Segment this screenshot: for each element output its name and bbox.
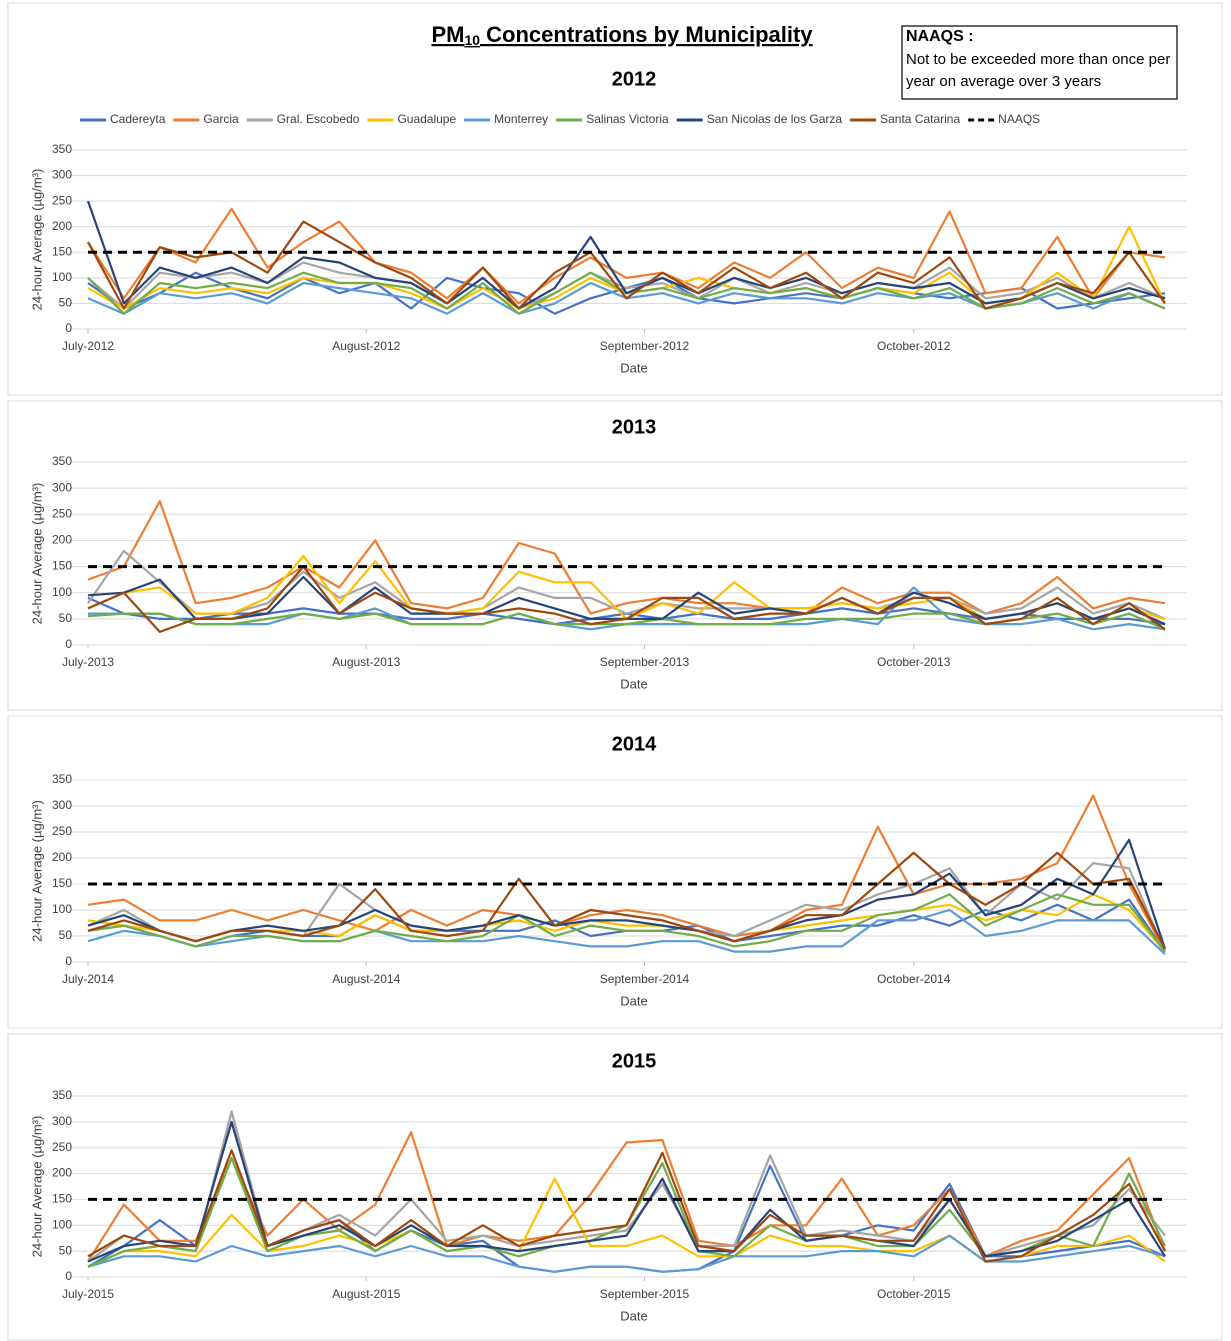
legend-label: Cadereyta	[110, 112, 166, 126]
y-tick-label: 0	[65, 637, 72, 651]
y-tick-label: 200	[52, 850, 72, 864]
x-tick-label: October-2012	[877, 339, 951, 353]
y-tick-label: 100	[52, 1217, 72, 1231]
y-tick-label: 350	[52, 142, 72, 156]
y-tick-label: 250	[52, 824, 72, 838]
x-axis-label: Date	[620, 360, 647, 375]
y-tick-label: 250	[52, 1140, 72, 1154]
y-tick-label: 300	[52, 798, 72, 812]
legend-label: Salinas Victoria	[586, 112, 669, 126]
y-tick-label: 300	[52, 480, 72, 494]
series-line	[87, 549, 1166, 620]
y-tick-label: 150	[52, 1192, 72, 1206]
series-line	[87, 207, 1166, 305]
x-tick-label: August-2014	[332, 972, 400, 986]
y-tick-label: 150	[52, 559, 72, 573]
x-tick-label: October-2015	[877, 1287, 951, 1301]
series-line	[87, 220, 1166, 310]
y-tick-label: 0	[65, 1269, 72, 1283]
legend-label: Santa Catarina	[880, 112, 960, 126]
x-tick-label: August-2012	[332, 339, 400, 353]
y-tick-label: 100	[52, 902, 72, 916]
legend-label: Garcia	[203, 112, 239, 126]
legend-label: NAAQS	[998, 112, 1040, 126]
y-tick-label: 250	[52, 506, 72, 520]
x-tick-label: August-2013	[332, 655, 400, 669]
y-tick-label: 200	[52, 219, 72, 233]
series-line	[87, 838, 1167, 950]
legend-label: Guadalupe	[397, 112, 456, 126]
chart-title: 2013	[612, 416, 657, 438]
x-tick-label: October-2014	[877, 972, 951, 986]
note-line: Not to be exceeded more than once per	[906, 51, 1170, 68]
x-tick-label: October-2013	[877, 655, 951, 669]
series-line	[87, 565, 1166, 633]
x-tick-label: July-2015	[62, 1287, 114, 1301]
legend-label: Gral. Escobedo	[277, 112, 360, 126]
y-tick-label: 100	[52, 270, 72, 284]
legend-label: Monterrey	[494, 112, 548, 126]
y-axis-label: 24-hour Average (µg/m³)	[29, 483, 44, 625]
series-line	[87, 1149, 1166, 1263]
y-tick-label: 50	[59, 296, 73, 310]
x-axis-label: Date	[620, 993, 647, 1008]
series-line	[87, 794, 1166, 953]
chart-title: 2015	[612, 1050, 657, 1072]
chart-title: 2014	[612, 733, 657, 755]
series-line	[87, 851, 1166, 950]
y-tick-label: 100	[52, 585, 72, 599]
note-line: year on average over 3 years	[906, 73, 1101, 90]
y-tick-label: 300	[52, 168, 72, 182]
title-subscript: 10	[464, 32, 480, 48]
x-tick-label: September-2015	[600, 1287, 690, 1301]
panel-border	[7, 1033, 1223, 1341]
y-tick-label: 250	[52, 193, 72, 207]
y-tick-label: 50	[59, 928, 73, 942]
y-axis-label: 24-hour Average (µg/m³)	[29, 1116, 44, 1258]
x-tick-label: August-2015	[332, 1287, 400, 1301]
x-tick-label: September-2012	[600, 339, 690, 353]
panel-border	[7, 715, 1223, 1029]
chart-title: 2012	[612, 68, 657, 90]
legend-label: San Nicolas de los Garza	[707, 112, 843, 126]
note-box	[901, 25, 1178, 100]
x-tick-label: September-2014	[600, 972, 690, 986]
x-tick-label: September-2013	[600, 655, 690, 669]
panel-border	[7, 2, 1223, 396]
y-axis-label: 24-hour Average (µg/m³)	[29, 800, 44, 942]
y-tick-label: 50	[59, 611, 73, 625]
y-tick-label: 150	[52, 876, 72, 890]
x-axis-label: Date	[620, 1308, 647, 1323]
y-axis-label: 24-hour Average (µg/m³)	[29, 169, 44, 311]
series-line	[87, 575, 1166, 626]
y-tick-label: 300	[52, 1114, 72, 1128]
note-heading: NAAQS :	[906, 28, 974, 45]
x-axis-label: Date	[620, 676, 647, 691]
title-part: Concentrations by Municipality	[480, 22, 813, 47]
series-line	[87, 893, 1166, 953]
panel-border	[7, 400, 1223, 711]
main-title: PM10 Concentrations by Municipality	[431, 22, 813, 48]
y-tick-label: 200	[52, 1166, 72, 1180]
title-part: PM	[431, 22, 464, 47]
y-tick-label: 350	[52, 1088, 72, 1102]
y-tick-label: 150	[52, 244, 72, 258]
y-tick-label: 0	[65, 954, 72, 968]
y-tick-label: 0	[65, 321, 72, 335]
y-tick-label: 350	[52, 772, 72, 786]
series-line	[87, 893, 1166, 953]
y-tick-label: 200	[52, 533, 72, 547]
x-tick-label: July-2014	[62, 972, 114, 986]
x-tick-label: July-2013	[62, 655, 114, 669]
y-tick-label: 50	[59, 1243, 73, 1257]
x-tick-label: July-2012	[62, 339, 114, 353]
series-line	[86, 200, 1166, 310]
series-line	[87, 500, 1166, 615]
y-tick-label: 350	[52, 454, 72, 468]
